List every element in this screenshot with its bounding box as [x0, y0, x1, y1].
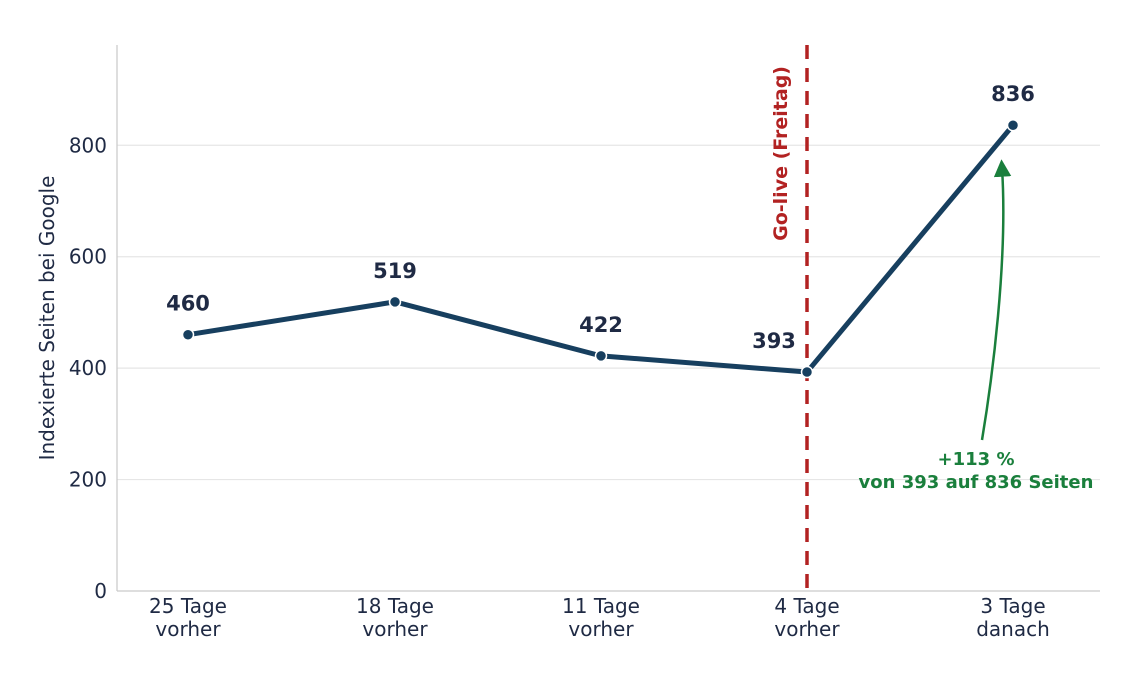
data-point-4 [1006, 118, 1020, 132]
x-tick-label-line: 4 Tage [774, 594, 839, 618]
y-tick-label-800: 800 [69, 133, 107, 157]
data-label-2: 422 [579, 313, 623, 337]
y-axis-title: Indexierte Seiten bei Google [35, 176, 59, 461]
y-tick-label-400: 400 [69, 356, 107, 380]
x-tick-label-line: vorher [362, 617, 428, 641]
x-tick-label-line: danach [976, 617, 1050, 641]
x-tick-label-0: 25 Tage vorher [149, 594, 227, 641]
data-label-0: 460 [166, 292, 210, 316]
annotation-arrow [980, 159, 1012, 441]
data-point-3 [800, 365, 814, 379]
x-tick-label-line: 25 Tage [149, 594, 227, 618]
x-tick-label-2: 11 Tage vorher [562, 594, 640, 641]
event-marker-label: Go-live (Freitag) [770, 66, 792, 241]
x-tick-label-line: vorher [155, 617, 221, 641]
x-tick-label-1: 18 Tage vorher [356, 594, 434, 641]
data-point-0 [181, 328, 195, 341]
data-label-3: 393 [752, 329, 796, 353]
x-tick-label-3: 4 Tage vorher [774, 594, 840, 641]
data-point-1 [388, 295, 402, 309]
y-tick-label-0: 0 [94, 579, 107, 603]
data-point-2 [594, 349, 608, 363]
x-tick-label-4: 3 Tage danach [976, 594, 1050, 641]
y-tick-label-200: 200 [69, 468, 107, 492]
x-tick-label-line: 3 Tage [980, 594, 1045, 618]
x-tick-label-line: vorher [774, 617, 840, 641]
annotation-line-1: +113 % [938, 449, 1015, 470]
x-tick-label-line: 18 Tage [356, 594, 434, 618]
annotation-line-2: von 393 auf 836 Seiten [859, 472, 1094, 493]
y-tick-label-600: 600 [69, 245, 107, 269]
x-tick-label-line: vorher [568, 617, 634, 641]
x-tick-label-line: 11 Tage [562, 594, 640, 618]
data-label-4: 836 [991, 82, 1035, 106]
data-label-1: 519 [373, 259, 417, 283]
